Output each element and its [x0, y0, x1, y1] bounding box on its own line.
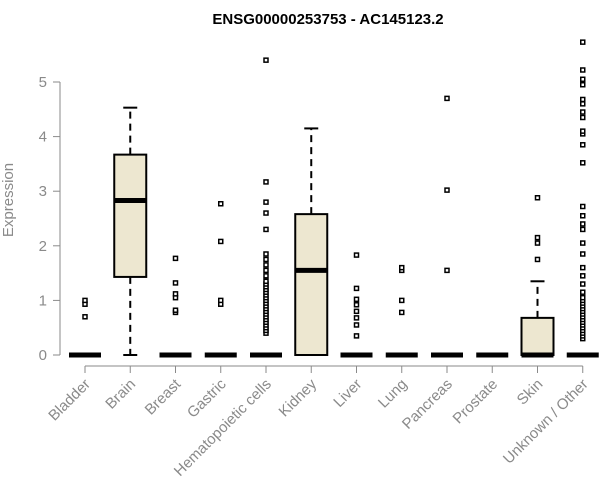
x-tick-label-bladder: Bladder	[45, 376, 94, 425]
outlier-pancreas-2	[444, 95, 450, 102]
outlier-unknown-other-32	[580, 101, 586, 107]
y-tick-label-4: 4	[39, 129, 47, 146]
x-tick-label-prostate: Prostate	[450, 376, 502, 428]
y-tick-label-1: 1	[39, 292, 47, 309]
outlier-unknown-other-25	[580, 203, 586, 210]
outlier-unknown-other-37	[580, 39, 586, 45]
outlier-unknown-other-27	[580, 142, 586, 148]
outlier-hematopoietic-cells-25	[263, 226, 269, 233]
outlier-breast-1	[172, 307, 179, 313]
x-tick-label-brain: Brain	[102, 376, 139, 413]
x-tick-label-skin: Skin	[514, 376, 547, 409]
outlier-unknown-other-29	[580, 128, 586, 134]
x-tick-label-kidney: Kidney	[276, 375, 321, 420]
outlier-lung-3	[399, 264, 405, 271]
outlier-unknown-other-16	[580, 289, 586, 295]
outlier-liver-5	[353, 296, 360, 303]
outlier-hematopoietic-cells-20	[263, 273, 269, 279]
y-tick-label-3: 3	[39, 183, 47, 200]
outlier-unknown-other-21	[580, 240, 586, 246]
outlier-lung-0	[399, 309, 405, 316]
outlier-breast-3	[172, 291, 179, 297]
outlier-breast-5	[172, 255, 179, 262]
chart-title: ENSG00000253753 - AC145123.2	[212, 11, 443, 28]
outlier-hematopoietic-cells-19	[263, 278, 269, 285]
outlier-unknown-other-36	[580, 67, 586, 73]
outlier-hematopoietic-cells-22	[263, 262, 269, 268]
outlier-unknown-other-35	[580, 76, 586, 83]
outlier-liver-0	[353, 333, 360, 339]
outlier-bladder-0	[82, 314, 88, 320]
outlier-gastric-3	[218, 201, 224, 207]
box-brain	[113, 153, 148, 278]
outlier-pancreas-0	[444, 267, 450, 274]
x-tick-label-breast: Breast	[142, 375, 185, 418]
box-kidney	[294, 213, 329, 356]
outlier-bladder-2	[82, 297, 88, 304]
outlier-liver-3	[353, 308, 360, 315]
outlier-hematopoietic-cells-21	[263, 267, 269, 274]
outlier-lung-1	[399, 297, 405, 304]
outlier-unknown-other-23	[580, 221, 586, 227]
outlier-liver-4	[353, 302, 360, 308]
outlier-unknown-other-31	[580, 109, 586, 115]
outlier-liver-7	[353, 252, 360, 258]
box-skin	[520, 316, 555, 357]
outlier-hematopoietic-cells-27	[263, 199, 269, 205]
outlier-gastric-2	[218, 238, 224, 245]
outlier-hematopoietic-cells-24	[263, 251, 269, 257]
x-tick-label-unknown-other: Unknown / Other	[500, 376, 592, 468]
outlier-liver-2	[353, 315, 360, 321]
outlier-unknown-other-19	[580, 264, 586, 271]
outlier-gastric-1	[218, 297, 224, 304]
x-tick-label-pancreas: Pancreas	[399, 376, 456, 433]
outlier-skin-1	[534, 240, 541, 246]
outlier-hematopoietic-cells-26	[263, 210, 269, 216]
outlier-pancreas-1	[444, 187, 450, 193]
y-axis-label: Expression	[0, 163, 17, 237]
outlier-unknown-other-33	[580, 96, 586, 103]
outlier-skin-3	[534, 195, 541, 201]
y-tick-label-2: 2	[39, 238, 47, 255]
y-tick-label-5: 5	[39, 74, 47, 91]
outlier-unknown-other-24	[580, 213, 586, 219]
outlier-hematopoietic-cells-28	[263, 179, 269, 185]
outlier-unknown-other-18	[580, 273, 586, 279]
outlier-liver-1	[353, 322, 360, 328]
outlier-hematopoietic-cells-23	[263, 256, 269, 263]
x-tick-label-liver: Liver	[330, 376, 365, 411]
outlier-liver-6	[353, 285, 360, 292]
outlier-unknown-other-34	[580, 81, 586, 88]
outlier-skin-0	[534, 256, 541, 263]
x-tick-label-lung: Lung	[375, 376, 411, 412]
outlier-hematopoietic-cells-29	[263, 57, 269, 63]
outlier-skin-2	[534, 234, 541, 241]
outlier-unknown-other-20	[580, 251, 586, 257]
outlier-unknown-other-17	[580, 281, 586, 287]
outlier-unknown-other-30	[580, 114, 586, 121]
outlier-unknown-other-22	[580, 226, 586, 233]
outlier-unknown-other-26	[580, 160, 586, 166]
outlier-breast-4	[172, 280, 179, 286]
y-tick-label-0: 0	[39, 347, 47, 364]
outlier-unknown-other-15	[580, 294, 586, 301]
